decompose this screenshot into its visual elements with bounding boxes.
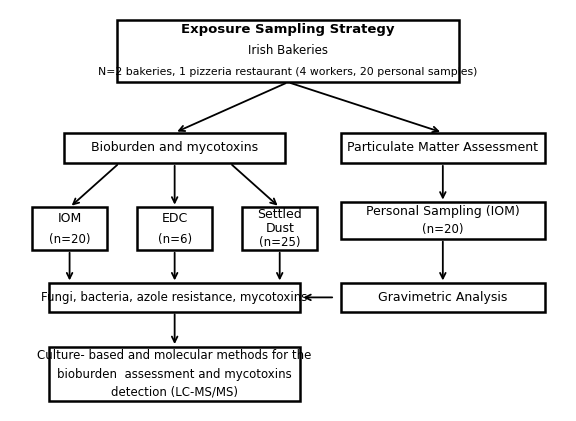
- FancyBboxPatch shape: [32, 208, 107, 250]
- Text: Particulate Matter Assessment: Particulate Matter Assessment: [347, 141, 539, 155]
- Text: Personal Sampling (IOM): Personal Sampling (IOM): [366, 205, 520, 218]
- Text: (n=6): (n=6): [158, 233, 192, 246]
- Text: Irish Bakeries: Irish Bakeries: [248, 44, 328, 57]
- Text: Exposure Sampling Strategy: Exposure Sampling Strategy: [181, 24, 395, 37]
- Text: Dust: Dust: [266, 222, 294, 235]
- FancyBboxPatch shape: [340, 133, 545, 163]
- FancyBboxPatch shape: [49, 283, 301, 312]
- FancyBboxPatch shape: [242, 208, 317, 250]
- FancyBboxPatch shape: [49, 347, 301, 402]
- Text: bioburden  assessment and mycotoxins: bioburden assessment and mycotoxins: [57, 368, 292, 381]
- FancyBboxPatch shape: [340, 203, 545, 239]
- Text: (n=25): (n=25): [259, 236, 301, 249]
- Text: Culture- based and molecular methods for the: Culture- based and molecular methods for…: [37, 349, 312, 362]
- FancyBboxPatch shape: [137, 208, 212, 250]
- Text: Bioburden and mycotoxins: Bioburden and mycotoxins: [91, 141, 258, 155]
- Text: (n=20): (n=20): [422, 223, 464, 236]
- Text: (n=20): (n=20): [49, 233, 90, 246]
- Text: IOM: IOM: [58, 212, 82, 224]
- FancyBboxPatch shape: [340, 283, 545, 312]
- FancyBboxPatch shape: [64, 133, 285, 163]
- Text: Gravimetric Analysis: Gravimetric Analysis: [378, 291, 507, 304]
- Text: detection (LC-MS/MS): detection (LC-MS/MS): [111, 386, 238, 399]
- FancyBboxPatch shape: [116, 19, 460, 82]
- Text: Fungi, bacteria, azole resistance, mycotoxins: Fungi, bacteria, azole resistance, mycot…: [41, 291, 308, 304]
- Text: Settled: Settled: [257, 208, 302, 221]
- Text: N=2 bakeries, 1 pizzeria restaurant (4 workers, 20 personal samples): N=2 bakeries, 1 pizzeria restaurant (4 w…: [98, 67, 478, 77]
- Text: EDC: EDC: [161, 212, 188, 224]
